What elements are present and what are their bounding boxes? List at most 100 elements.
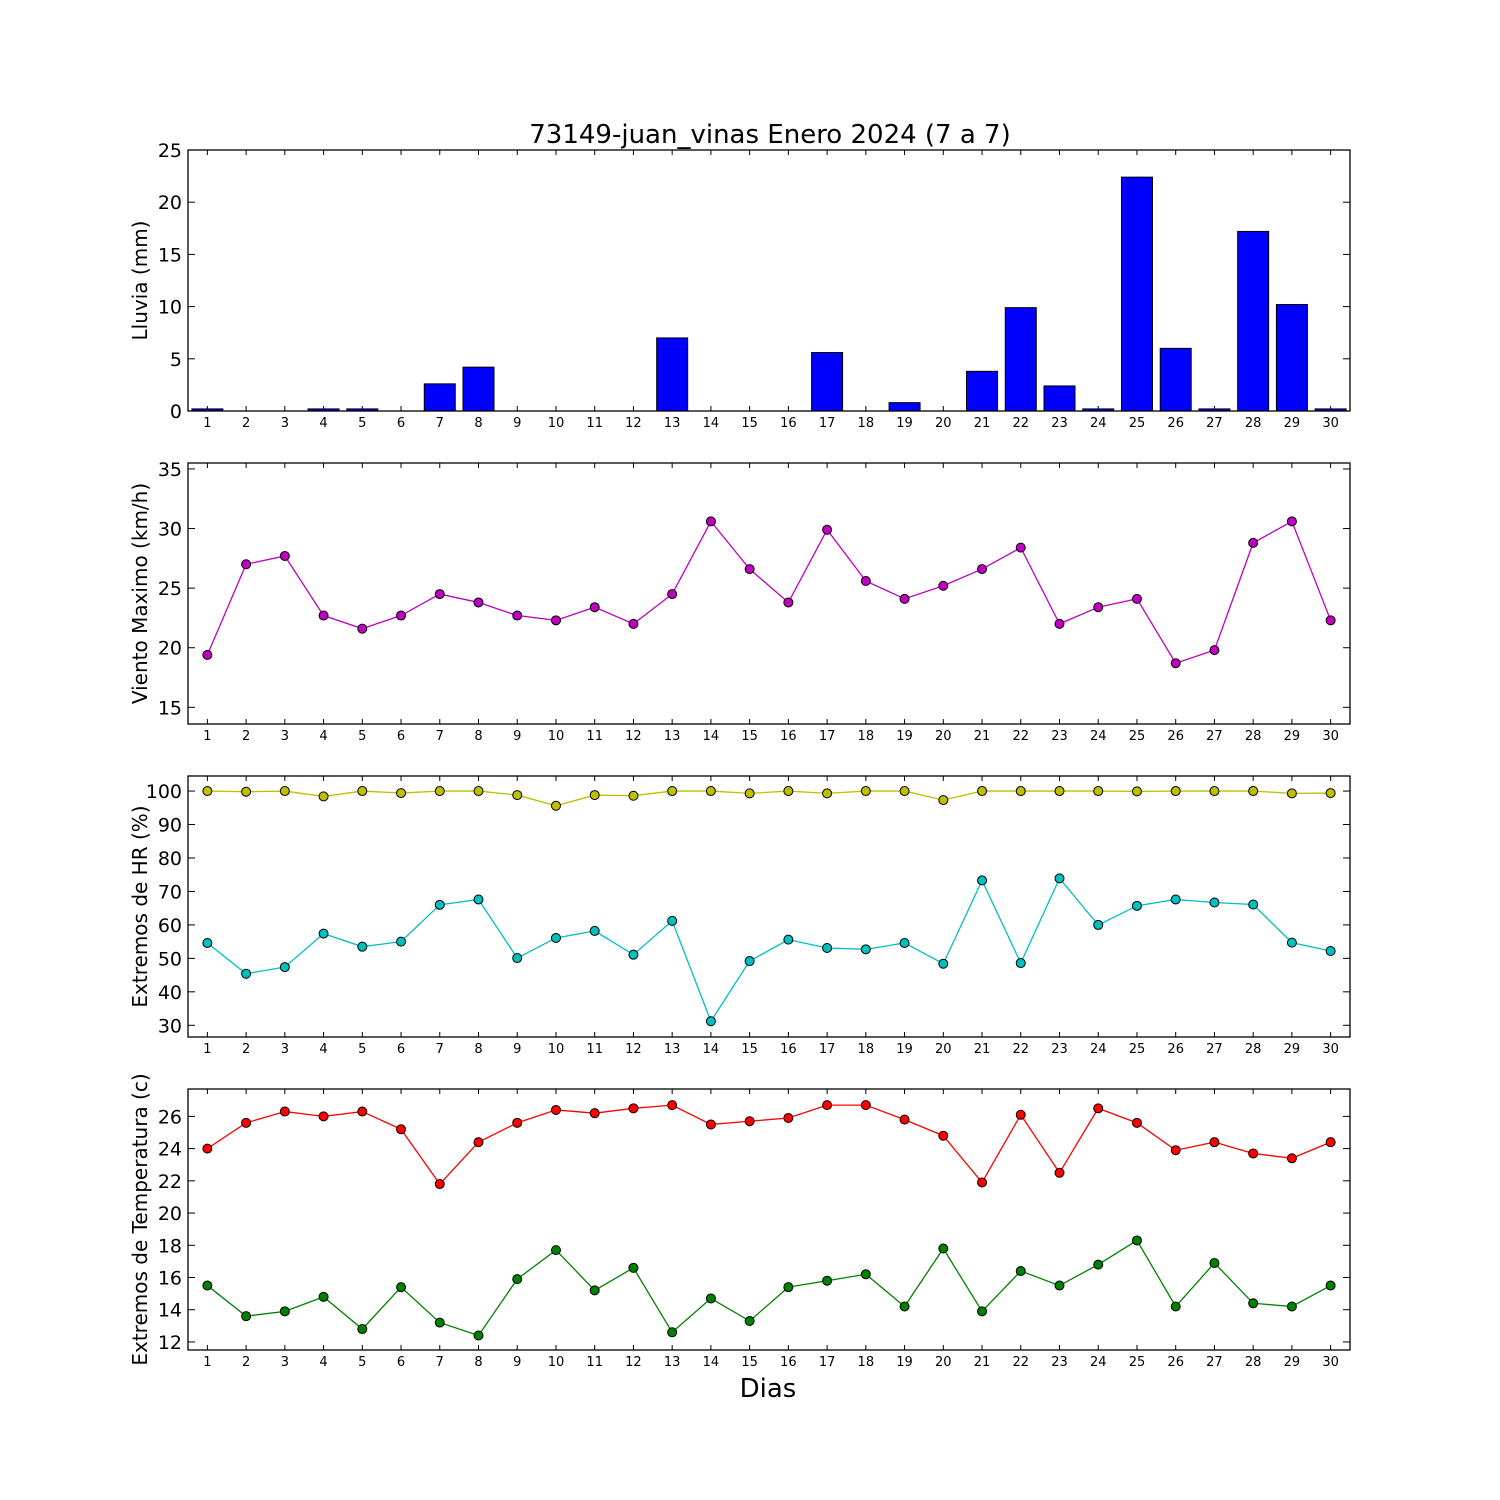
data-point	[899, 1114, 910, 1125]
y-tick-label: 0	[170, 401, 182, 423]
x-tick-label: 18	[858, 1355, 875, 1370]
x-tick-label: 10	[548, 1355, 565, 1370]
data-point	[783, 786, 794, 797]
x-tick-label: 7	[436, 1355, 444, 1370]
x-tick-label: 14	[703, 1355, 720, 1370]
x-tick-label: 29	[1284, 1355, 1301, 1370]
data-point	[357, 623, 368, 634]
x-tick-label: 10	[548, 416, 565, 431]
x-tick-label: 20	[935, 416, 952, 431]
data-point	[1209, 645, 1220, 656]
x-tick-label: 24	[1090, 1042, 1107, 1057]
data-point	[473, 786, 484, 797]
data-point	[822, 1275, 833, 1286]
data-point	[512, 1117, 523, 1128]
data-point	[1325, 1137, 1336, 1148]
bar	[1120, 176, 1153, 412]
bar	[1159, 347, 1192, 412]
x-tick-label: 6	[397, 729, 405, 744]
chart-title: 73149-juan_vinas Enero 2024 (7 a 7)	[529, 120, 1011, 150]
data-point	[434, 1317, 445, 1328]
data-point	[1131, 900, 1142, 911]
x-tick-label: 16	[780, 729, 797, 744]
data-point	[822, 1100, 833, 1111]
data-point	[1054, 873, 1065, 884]
x-tick-label: 27	[1206, 1355, 1223, 1370]
x-tick-label: 21	[974, 729, 991, 744]
data-point	[628, 618, 639, 629]
data-point	[783, 934, 794, 945]
data-point	[202, 786, 213, 797]
y-tick-label: 16	[158, 1268, 182, 1290]
x-tick-label: 4	[319, 729, 327, 744]
x-tick-label: 14	[703, 729, 720, 744]
data-point	[667, 915, 678, 926]
x-tick-label: 18	[858, 416, 875, 431]
data-point	[1170, 658, 1181, 669]
data-point	[1325, 946, 1336, 957]
x-tick-label: 25	[1129, 416, 1146, 431]
data-point	[744, 1316, 755, 1326]
data-point	[705, 516, 716, 527]
data-point	[589, 925, 600, 936]
data-point	[667, 1327, 678, 1338]
bar	[811, 352, 844, 412]
data-point	[667, 1100, 678, 1111]
x-tick-label: 26	[1167, 1355, 1184, 1370]
y-axis-label: Viento Maximo (km/h)	[128, 483, 152, 704]
data-point	[899, 593, 910, 604]
y-tick-label: 5	[170, 349, 182, 371]
x-tick-label: 22	[1012, 1042, 1029, 1057]
data-point	[977, 786, 988, 797]
data-point	[279, 550, 290, 561]
x-tick-label: 16	[780, 416, 797, 431]
y-tick-label: 18	[158, 1235, 182, 1257]
x-tick-label: 10	[548, 729, 565, 744]
data-point	[1093, 786, 1104, 797]
data-point	[628, 949, 639, 960]
data-point	[318, 1111, 329, 1122]
x-tick-label: 22	[1012, 1355, 1029, 1370]
x-tick-label: 11	[586, 416, 603, 431]
data-point	[1170, 1301, 1181, 1312]
x-tick-label: 22	[1012, 729, 1029, 744]
data-point	[1093, 602, 1104, 613]
data-point	[860, 944, 871, 955]
y-tick-label: 25	[158, 140, 182, 162]
x-tick-label: 2	[242, 729, 250, 744]
x-tick-label: 8	[474, 1042, 482, 1057]
x-tick-label: 2	[242, 1042, 250, 1057]
plot-frame	[187, 775, 1351, 1038]
x-tick-label: 3	[281, 416, 289, 431]
y-tick-label: 12	[158, 1332, 182, 1354]
data-point	[1093, 919, 1104, 930]
data-point	[899, 937, 910, 948]
x-tick-label: 24	[1090, 1355, 1107, 1370]
data-point	[1131, 593, 1142, 604]
series-line-2	[206, 1239, 1331, 1337]
data-point	[977, 1177, 988, 1188]
data-point	[860, 575, 871, 586]
x-tick-label: 19	[896, 1042, 913, 1057]
x-tick-label: 20	[935, 1355, 952, 1370]
x-tick-label: 26	[1167, 416, 1184, 431]
y-tick-label: 30	[158, 519, 182, 541]
data-point	[241, 1311, 252, 1322]
data-point	[589, 602, 600, 613]
x-tick-label: 21	[974, 1355, 991, 1370]
data-point	[1054, 1167, 1065, 1178]
plot-frame	[187, 462, 1351, 725]
data-point	[1131, 1117, 1142, 1128]
y-tick-label: 60	[158, 915, 182, 937]
data-point	[512, 953, 523, 964]
x-tick-label: 16	[780, 1042, 797, 1057]
x-tick-label: 3	[281, 1355, 289, 1370]
data-point	[1286, 1153, 1297, 1164]
data-point	[318, 791, 329, 802]
data-point	[589, 790, 600, 801]
x-tick-label: 28	[1245, 1355, 1262, 1370]
x-tick-label: 13	[664, 1042, 681, 1057]
x-tick-label: 25	[1129, 1355, 1146, 1370]
